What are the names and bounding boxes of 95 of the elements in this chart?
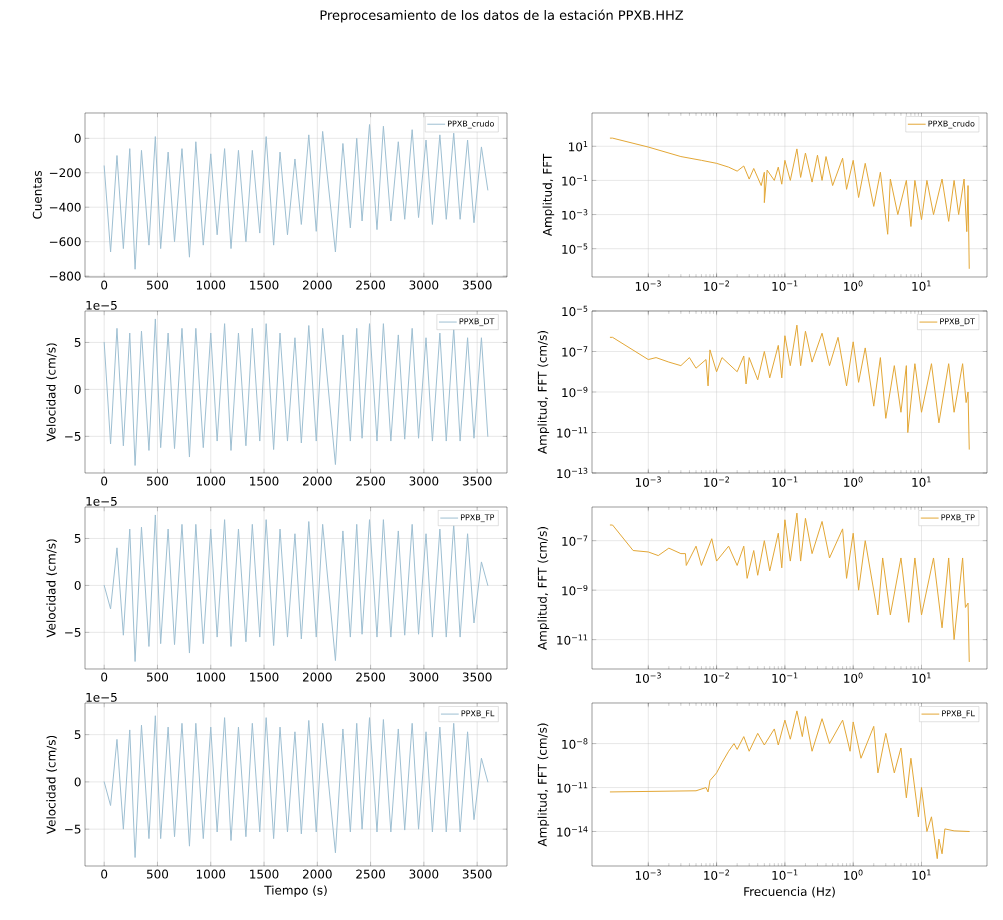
y-axis-title: Velocidad (cm/s) <box>46 735 58 835</box>
y-tick-label: 10$^{−9}$ <box>562 584 588 596</box>
x-tick-label: 2500 <box>356 672 386 682</box>
x-tick-label: 3000 <box>409 280 439 290</box>
x-tick-label: 3500 <box>462 869 492 879</box>
x-axis-title: Frecuencia (Hz) <box>744 886 835 898</box>
x-axis-title: Tiempo (s) <box>264 885 327 897</box>
y-tick-label: 0 <box>74 580 81 590</box>
x-tick-label: 10$^{1}$ <box>912 476 931 487</box>
x-tick-label: 10$^{−3}$ <box>635 869 661 880</box>
x-tick-label: 10$^{−1}$ <box>772 280 798 291</box>
x-tick-label: 0 <box>101 280 108 290</box>
y-tick-label: 0 <box>74 384 81 394</box>
x-tick-label: 10$^{1}$ <box>912 869 931 880</box>
x-tick-label: 2500 <box>356 280 386 290</box>
y-tick-label: 10$^{−8}$ <box>562 738 588 749</box>
y-tick-label: −200 <box>49 168 81 178</box>
y-tick-label: 10$^{−5}$ <box>562 305 588 317</box>
y-tick-label: −5 <box>65 824 81 834</box>
x-tick-label: 10$^{0}$ <box>844 280 863 291</box>
y-tick-label: 10$^{−14}$ <box>557 826 588 837</box>
x-tick-label: 10$^{0}$ <box>844 476 863 487</box>
text: 1e−5 <box>86 496 117 506</box>
y-tick-label: 10$^{−3}$ <box>562 209 588 220</box>
x-tick-label: 1000 <box>196 476 226 486</box>
x-tick-label: 500 <box>146 869 169 879</box>
y-tick-label: 10$^{−11}$ <box>557 782 588 793</box>
x-tick-label: 1500 <box>250 869 279 879</box>
x-tick-label: 2000 <box>302 476 332 486</box>
x-tick-label: 2000 <box>302 672 332 682</box>
y-tick-label: 5 <box>74 534 81 543</box>
x-tick-label: 10$^{−2}$ <box>704 869 730 880</box>
x-tick-label: 10$^{0}$ <box>844 672 863 683</box>
y-tick-label: 10$^{−7}$ <box>562 535 588 546</box>
y-tick-label: −800 <box>49 271 81 281</box>
y-tick-label: 10$^{1}$ <box>569 141 588 152</box>
y-tick-label: 5 <box>74 338 81 347</box>
x-tick-label: 0 <box>101 869 108 879</box>
x-tick-label: 2000 <box>302 280 332 290</box>
x-tick-label: 10$^{−1}$ <box>772 672 798 683</box>
x-tick-label: 3500 <box>462 280 492 290</box>
y-axis-title: Velocidad (cm/s) <box>46 539 58 638</box>
x-tick-label: 500 <box>146 672 169 682</box>
x-tick-label: 10$^{1}$ <box>912 672 931 683</box>
x-tick-label: 0 <box>101 476 108 486</box>
x-tick-label: 1500 <box>250 280 279 290</box>
x-tick-label: 2500 <box>356 869 386 879</box>
x-tick-label: 500 <box>146 476 169 486</box>
y-axis-title: Velocidad (cm/s) <box>46 343 58 442</box>
y-tick-label: 10$^{−9}$ <box>562 386 588 398</box>
y-tick-label: −5 <box>65 627 81 637</box>
y-tick-label: −400 <box>49 202 81 212</box>
y-tick-label: 10$^{−13}$ <box>557 467 588 479</box>
x-tick-label: 3000 <box>409 476 439 486</box>
x-tick-label: 0 <box>101 672 108 682</box>
y-tick-label: 10$^{−1}$ <box>562 175 588 186</box>
x-tick-label: 1000 <box>196 869 226 879</box>
x-tick-label: 1000 <box>196 280 226 290</box>
x-tick-label: 10$^{−2}$ <box>704 280 730 291</box>
x-tick-label: 10$^{−3}$ <box>635 280 661 291</box>
x-tick-label: 1000 <box>196 672 226 682</box>
x-tick-label: 10$^{−1}$ <box>772 869 798 880</box>
x-tick-label: 1500 <box>250 476 279 486</box>
x-tick-label: 2500 <box>356 476 386 486</box>
x-tick-label: 500 <box>146 280 169 290</box>
x-tick-label: 3500 <box>462 476 492 486</box>
y-axis-title: Amplitud, FFT (cm/s) <box>537 723 550 847</box>
y-tick-label: 5 <box>74 730 81 740</box>
chart-title: Preprocesamiento de los datos de la estación PPXB.HHZ <box>320 9 684 23</box>
y-tick-label: 10$^{−11}$ <box>557 427 588 438</box>
y-tick-label: 10$^{−5}$ <box>562 243 588 254</box>
x-tick-label: 10$^{−1}$ <box>772 476 798 487</box>
y-tick-label: 0 <box>74 133 81 143</box>
y-axis-title: Amplitud, FFT <box>542 153 555 237</box>
y-axis-title: Cuentas <box>32 171 42 219</box>
text: 1e−5 <box>86 692 117 702</box>
y-tick-label: −5 <box>65 431 81 441</box>
text: 1e−5 <box>86 300 117 310</box>
y-tick-label: 0 <box>74 777 81 787</box>
x-tick-label: 10$^{−2}$ <box>704 672 730 683</box>
x-tick-label: 10$^{0}$ <box>844 869 863 880</box>
y-tick-label: 10$^{−7}$ <box>562 346 588 357</box>
x-tick-label: 1500 <box>250 672 279 682</box>
y-tick-label: 10$^{−11}$ <box>557 634 588 645</box>
y-axis-title: Amplitud, FFT (cm/s) <box>537 527 550 650</box>
x-tick-label: 3500 <box>462 672 492 682</box>
x-tick-label: 10$^{−3}$ <box>635 476 661 487</box>
x-tick-label: 10$^{−2}$ <box>704 476 730 487</box>
x-tick-label: 10$^{1}$ <box>912 280 931 291</box>
x-tick-label: 3000 <box>409 869 439 879</box>
x-tick-label: 3000 <box>409 672 439 682</box>
x-tick-label: 2000 <box>302 869 332 879</box>
x-tick-label: 10$^{−3}$ <box>635 672 661 683</box>
y-axis-title: Amplitud, FFT (cm/s) <box>537 331 550 454</box>
y-tick-label: −600 <box>49 237 81 247</box>
